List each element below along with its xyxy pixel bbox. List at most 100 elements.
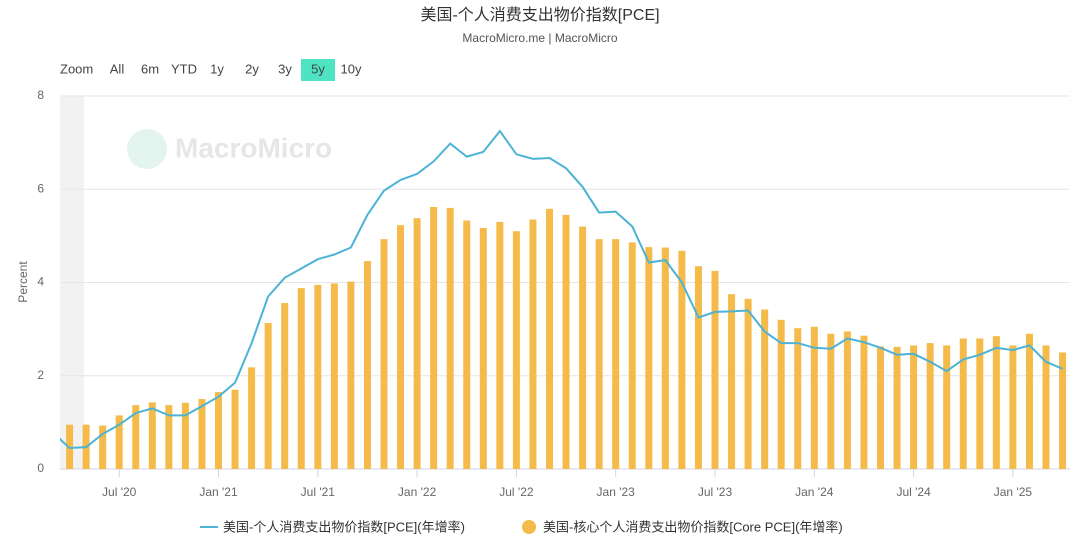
x-tick-label: Jul '20 <box>102 485 137 499</box>
bar <box>744 298 752 469</box>
bar <box>910 345 918 469</box>
bar <box>678 250 686 469</box>
x-tick-label: Jan '23 <box>597 485 636 499</box>
bar <box>397 225 405 469</box>
bar <box>860 335 868 469</box>
bar <box>99 425 107 469</box>
bar <box>943 345 951 469</box>
bar <box>1059 352 1067 469</box>
range-button[interactable]: 6m <box>141 61 159 76</box>
bar <box>794 328 802 469</box>
legend-label: 美国-个人消费支出物价指数[PCE](年增率) <box>223 519 465 534</box>
bar <box>264 323 272 469</box>
bar <box>926 343 934 469</box>
bar <box>694 266 702 469</box>
bar <box>827 333 835 469</box>
range-button-label: 5y <box>311 61 325 76</box>
bar <box>777 319 785 469</box>
x-tick-label: Jan '24 <box>795 485 834 499</box>
range-button-label: 10y <box>341 61 362 76</box>
bar <box>1009 345 1017 469</box>
bar <box>463 220 471 469</box>
y-tick-label: 4 <box>37 275 44 289</box>
bar <box>893 346 901 469</box>
range-button[interactable]: 10y <box>341 61 362 76</box>
bar <box>165 405 173 469</box>
bar <box>579 226 587 469</box>
range-button-label: YTD <box>171 61 197 76</box>
bar <box>248 367 256 469</box>
chart-subtitle: MacroMicro.me | MacroMicro <box>462 31 617 45</box>
y-tick-label: 2 <box>37 368 44 382</box>
bar <box>628 242 636 469</box>
range-button[interactable]: All <box>110 61 125 76</box>
bar <box>347 281 355 469</box>
y-tick-label: 8 <box>37 88 44 102</box>
x-tick-label: Jan '21 <box>199 485 238 499</box>
range-button[interactable]: 3y <box>278 61 292 76</box>
bar <box>380 239 388 469</box>
bar <box>761 309 769 469</box>
bar <box>711 270 719 469</box>
bar <box>810 326 818 469</box>
bar <box>132 405 140 469</box>
bar <box>877 346 884 469</box>
bar <box>562 214 570 469</box>
bar <box>231 389 239 469</box>
legend-symbol <box>522 520 536 534</box>
legend-item: 美国-核心个人消费支出物价指数[Core PCE](年增率) <box>522 519 843 534</box>
bar <box>148 402 156 469</box>
bar <box>595 239 603 469</box>
bar <box>546 208 553 469</box>
zoom-label: Zoom <box>60 61 93 76</box>
x-tick-label: Jul '21 <box>301 485 336 499</box>
chart-title: 美国-个人消费支出物价指数[PCE] <box>420 6 659 24</box>
range-button[interactable]: YTD <box>171 61 197 76</box>
bar <box>215 392 222 469</box>
range-button-label: 3y <box>278 61 292 76</box>
bar <box>661 247 669 469</box>
bar <box>479 227 487 469</box>
bar <box>612 239 620 469</box>
bar <box>992 336 1000 469</box>
bar <box>959 338 967 469</box>
bar <box>198 399 206 469</box>
range-button-label: 6m <box>141 61 159 76</box>
legend-item: 美国-个人消费支出物价指数[PCE](年增率) <box>200 519 465 534</box>
x-tick-label: Jul '24 <box>896 485 931 499</box>
x-tick-label: Jan '25 <box>994 485 1033 499</box>
y-tick-label: 6 <box>37 181 44 195</box>
bar <box>645 247 653 469</box>
y-axis-label: Percent <box>16 261 30 303</box>
range-button[interactable]: 2y <box>245 61 259 76</box>
range-button[interactable]: 5y <box>301 59 335 81</box>
range-button-label: All <box>110 61 125 76</box>
bar <box>1042 345 1050 469</box>
x-tick-label: Jul '23 <box>698 485 733 499</box>
watermark-logo <box>127 129 167 169</box>
bar <box>413 218 421 469</box>
bar <box>512 231 520 469</box>
bar <box>115 415 123 469</box>
bar <box>363 261 371 469</box>
bar <box>529 219 537 469</box>
bar <box>430 206 438 469</box>
range-button-label: 1y <box>210 61 224 76</box>
bar <box>314 284 322 469</box>
bar <box>1025 333 1033 469</box>
range-button-label: 2y <box>245 61 259 76</box>
bar <box>281 303 289 469</box>
legend-label: 美国-核心个人消费支出物价指数[Core PCE](年增率) <box>543 519 843 534</box>
range-button-active <box>301 59 335 81</box>
watermark: MacroMicro <box>175 132 332 163</box>
range-button[interactable]: 1y <box>210 61 224 76</box>
bar <box>446 207 454 469</box>
bar <box>843 331 851 469</box>
bar <box>976 338 984 469</box>
line <box>60 129 1063 450</box>
x-tick-label: Jan '22 <box>398 485 437 499</box>
x-tick-label: Jul '22 <box>499 485 534 499</box>
bar <box>496 221 504 469</box>
bar <box>330 283 338 469</box>
